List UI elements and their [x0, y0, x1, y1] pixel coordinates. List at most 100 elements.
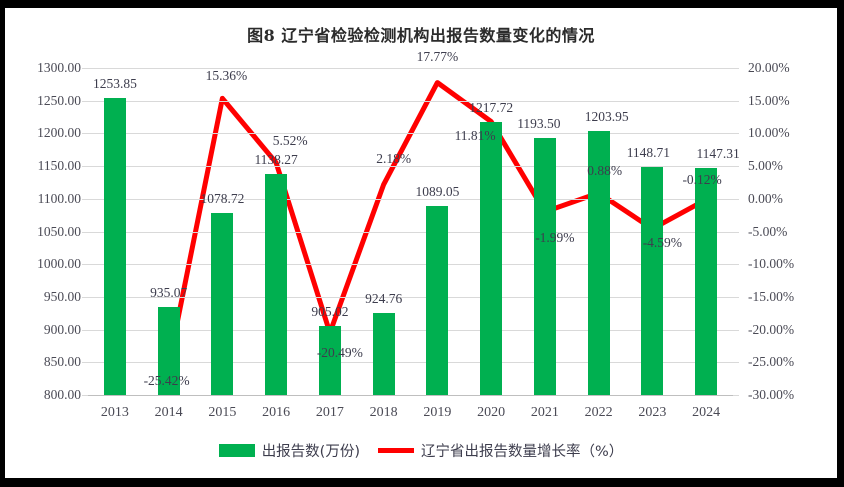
gridline: [88, 133, 733, 135]
x-axis-label-2013: 2013: [100, 405, 129, 420]
left-axis-tick-mark: [82, 362, 88, 364]
right-axis-tick-mark: [733, 231, 739, 233]
left-axis-tick-label: 1300.00: [37, 60, 81, 75]
right-axis-tick-mark: [733, 329, 739, 331]
bar-swatch-icon: [218, 444, 255, 457]
right-axis-tick-label: -30.00%: [748, 387, 795, 402]
chart-legend: 出报告数(万份) 辽宁省出报告数量增长率（%）: [5, 440, 837, 461]
growth-rate-label: 2.18%: [376, 150, 412, 166]
x-axis-label-2018: 2018: [369, 405, 398, 420]
right-axis-tick-label: -10.00%: [748, 256, 795, 272]
bar-value-label: 1193.50: [517, 115, 561, 131]
bar-value-label: 1253.85: [92, 76, 137, 92]
bar[interactable]: [587, 130, 610, 395]
gridline: [88, 198, 733, 200]
growth-rate-label: 11.81%: [454, 127, 496, 143]
bar[interactable]: [480, 121, 503, 395]
bar-value-label: 1078.72: [200, 190, 245, 206]
left-axis-tick-mark: [82, 166, 88, 168]
x-axis-label-2019: 2019: [423, 405, 452, 420]
legend-label-bars: 出报告数(万份): [261, 444, 361, 460]
bar[interactable]: [318, 326, 341, 395]
right-axis-tick-mark: [733, 296, 739, 298]
right-axis-tick-label: 15.00%: [748, 92, 790, 108]
bar-value-label: 924.76: [365, 291, 403, 307]
right-axis-tick-label: -25.00%: [748, 354, 795, 370]
left-axis-tick-label: 1000.00: [37, 256, 81, 272]
right-axis-tick-label: 20.00%: [748, 60, 790, 75]
right-axis-tick-mark: [733, 166, 739, 168]
left-axis-tick-mark: [82, 133, 88, 135]
growth-rate-label: -4.59%: [642, 234, 683, 250]
right-axis-tick-label: -15.00%: [748, 288, 795, 304]
left-axis-tick-mark: [82, 395, 88, 396]
right-axis-tick-mark: [733, 264, 739, 266]
x-axis-label-2017: 2017: [315, 405, 344, 420]
x-axis-line: [88, 395, 733, 396]
left-axis-tick-mark: [82, 231, 88, 233]
x-axis-label-2015: 2015: [208, 405, 237, 420]
legend-item-line[interactable]: 辽宁省出报告数量增长率（%）: [378, 440, 623, 461]
right-axis-tick-mark: [733, 133, 739, 135]
x-axis-label-2020: 2020: [477, 405, 506, 420]
left-axis-tick-label: 850.00: [43, 354, 81, 370]
bar-value-label: 1138.27: [254, 151, 298, 167]
growth-rate-label: -0.12%: [682, 171, 722, 187]
bar-value-label: 1217.72: [469, 99, 514, 115]
left-axis-tick-label: 1150.00: [37, 158, 81, 174]
growth-rate-label: -1.99%: [535, 229, 575, 245]
bar[interactable]: [157, 306, 180, 395]
right-axis-tick-mark: [733, 68, 739, 69]
right-axis-tick-mark: [733, 100, 739, 102]
right-axis-tick-mark: [733, 198, 739, 200]
left-axis-tick-label: 1200.00: [37, 125, 81, 141]
left-axis-tick-mark: [82, 329, 88, 331]
growth-rate-label: -20.49%: [316, 344, 363, 360]
bar[interactable]: [103, 98, 126, 395]
growth-rate-label: 5.52%: [272, 132, 308, 148]
bar-value-label: 1147.31: [696, 145, 740, 161]
bar-value-label: 1089.05: [415, 183, 460, 199]
bar[interactable]: [211, 212, 234, 395]
right-axis-tick-label: 0.00%: [748, 190, 783, 206]
bar[interactable]: [641, 166, 664, 395]
right-axis-tick-label: -20.00%: [748, 321, 795, 337]
x-axis-label-2022: 2022: [584, 405, 613, 420]
bar[interactable]: [372, 313, 395, 395]
left-axis-tick-mark: [82, 68, 88, 69]
gridline: [88, 166, 733, 168]
gridline: [88, 68, 733, 69]
gridline: [88, 362, 733, 364]
gridline: [88, 329, 733, 331]
legend-item-bars[interactable]: 出报告数(万份): [218, 440, 361, 461]
right-axis-tick-mark: [733, 395, 739, 396]
left-axis-tick-mark: [82, 296, 88, 298]
left-axis-tick-label: 1100.00: [37, 190, 81, 206]
left-axis-tick-label: 950.00: [43, 288, 81, 304]
bar[interactable]: [695, 167, 718, 395]
bar-value-label: 1203.95: [584, 108, 629, 124]
bar[interactable]: [533, 137, 556, 395]
chart-figure: 图8 辽宁省检验检测机构出报告数量变化的情况 1300.00 20.00% 1250…: [5, 8, 837, 478]
line-swatch-icon: [378, 448, 415, 453]
gridline: [88, 296, 733, 298]
bar[interactable]: [265, 173, 288, 395]
left-axis-tick-mark: [82, 264, 88, 266]
x-axis-label-2014: 2014: [154, 405, 183, 420]
gridline: [88, 100, 733, 102]
right-axis-tick-label: -5.00%: [748, 223, 788, 239]
legend-label-line: 辽宁省出报告数量增长率（%）: [421, 444, 624, 460]
right-axis-tick-label: 5.00%: [748, 158, 783, 174]
bar[interactable]: [426, 205, 449, 395]
x-axis-label-2016: 2016: [262, 405, 291, 420]
left-axis-tick-label: 1050.00: [37, 223, 81, 239]
left-axis-tick-mark: [82, 100, 88, 102]
x-axis-label-2024: 2024: [692, 405, 721, 420]
right-axis-tick-mark: [733, 362, 739, 364]
bar-value-label: 1148.71: [626, 144, 671, 160]
growth-rate-label: 0.88%: [587, 163, 623, 179]
bar-value-label: 935.07: [150, 284, 188, 300]
left-axis-tick-label: 900.00: [43, 321, 81, 337]
growth-rate-label: 17.77%: [416, 48, 459, 64]
growth-rate-label: -25.42%: [143, 373, 190, 389]
